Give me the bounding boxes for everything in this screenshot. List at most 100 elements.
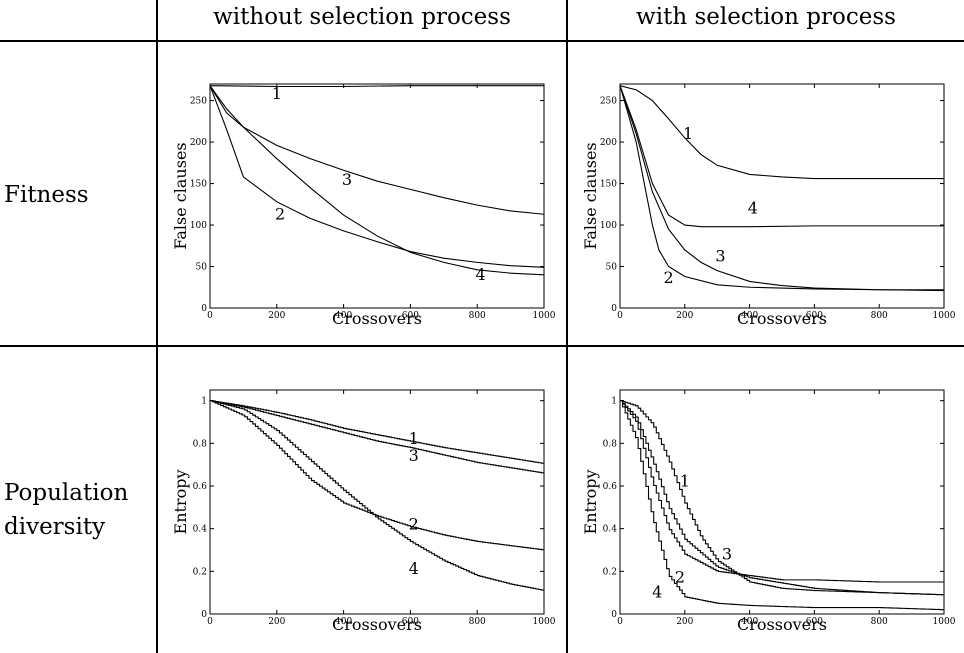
y-tick-label: 250 [190, 97, 207, 107]
series-line-1 [620, 400, 945, 596]
x-tick-label: 0 [207, 617, 213, 627]
header-divider [0, 40, 964, 42]
series-line-3 [210, 400, 545, 474]
plot-frame [619, 389, 945, 615]
x-tick-label: 200 [676, 617, 693, 627]
diversity-with-selection-chart: 0 200 400 600 800 1000 0 0.2 0.4 0.6 0.8 1 Crossover… [581, 389, 956, 634]
y-tick-label: 0 [201, 304, 207, 314]
x-tick-label: 600 [806, 617, 823, 627]
series-label-1: 1 [680, 472, 690, 491]
y-tick-label: 50 [606, 263, 618, 273]
x-tick-label: 600 [402, 311, 419, 321]
series-line-4 [210, 400, 545, 591]
series-label-1: 1 [272, 84, 282, 103]
y-tick-label: 200 [190, 138, 207, 148]
series-label-4: 4 [748, 198, 758, 217]
series-line-1 [209, 85, 544, 88]
y-tick-label: 150 [600, 180, 617, 190]
y-tick-label: 0.4 [603, 525, 618, 535]
fitness-with-selection-chart: 0 200 400 600 800 1000 0 50 100 150 200 250 Crossove… [581, 83, 956, 328]
x-tick-label: 800 [469, 617, 486, 627]
x-tick-label: 1000 [933, 311, 956, 321]
series-label-3: 3 [722, 544, 732, 563]
y-tick-label: 1 [611, 397, 617, 407]
x-axis-label: Crossovers [737, 309, 827, 328]
y-tick-label: 150 [190, 180, 207, 190]
label-column-divider [156, 0, 158, 653]
plot-frame [209, 83, 545, 309]
diversity-without-selection-chart: 0 200 400 600 800 1000 0 0.2 0.4 0.6 0.8 1 Crossover… [171, 389, 556, 634]
y-axis-label: Entropy [581, 470, 600, 535]
y-tick-label: 0 [201, 610, 207, 620]
x-tick-label: 200 [268, 311, 285, 321]
y-tick-label: 0 [611, 304, 617, 314]
x-tick-label: 200 [268, 617, 285, 627]
y-tick-label: 250 [600, 97, 617, 107]
series-line-2 [210, 400, 545, 551]
y-tick-label: 0.2 [603, 567, 617, 577]
x-tick-label: 0 [617, 311, 623, 321]
y-axis-label: False clauses [171, 142, 190, 249]
row-label-fitness: Fitness [4, 182, 89, 208]
x-tick-label: 400 [741, 311, 758, 321]
y-tick-label: 0.4 [193, 525, 208, 535]
series-line-4 [620, 400, 945, 611]
x-tick-label: 400 [335, 311, 352, 321]
y-tick-label: 0.2 [193, 567, 207, 577]
series-line-2 [619, 85, 945, 292]
x-tick-label: 1000 [533, 311, 556, 321]
series-line-4 [209, 85, 545, 276]
row-label-population-diversity: Population diversity [4, 480, 129, 540]
x-tick-label: 400 [741, 617, 758, 627]
series-line-4 [619, 85, 944, 228]
y-tick-label: 0 [611, 610, 617, 620]
series-label-2: 2 [409, 514, 419, 533]
x-axis-label: Crossovers [332, 309, 422, 328]
series-label-2: 2 [275, 204, 285, 223]
x-tick-label: 0 [207, 311, 213, 321]
x-tick-label: 800 [469, 311, 486, 321]
series-line-2 [620, 400, 944, 583]
series-label-2: 2 [675, 568, 685, 587]
series-label-3: 3 [409, 446, 419, 465]
series-label-2: 2 [664, 268, 674, 287]
y-tick-label: 1 [201, 397, 207, 407]
series-label-1: 1 [683, 124, 693, 143]
x-tick-label: 1000 [533, 617, 556, 627]
x-tick-label: 600 [806, 311, 823, 321]
series-line-3 [209, 85, 545, 215]
y-tick-label: 0.8 [193, 439, 208, 449]
column-divider [566, 0, 568, 653]
plot-frame [619, 83, 945, 309]
series-line-2 [209, 85, 545, 268]
y-tick-label: 0.6 [193, 482, 208, 492]
y-tick-label: 0.8 [603, 439, 618, 449]
y-axis-label: False clauses [581, 142, 600, 249]
fitness-without-selection-chart: 0 200 400 600 800 1000 0 50 100 150 200 250 Crossove… [171, 83, 556, 328]
series-line-3 [620, 400, 945, 596]
series-label-4: 4 [652, 583, 662, 602]
series-label-4: 4 [475, 265, 485, 284]
x-axis-label: Crossovers [737, 615, 827, 634]
x-tick-label: 0 [617, 617, 623, 627]
y-tick-label: 50 [196, 263, 208, 273]
series-line-3 [619, 85, 944, 291]
y-tick-label: 0.6 [603, 482, 618, 492]
column-header-without-selection: without selection process [213, 4, 511, 30]
column-header-with-selection: with selection process [636, 4, 896, 30]
y-axis-label: Entropy [171, 470, 190, 535]
series-label-3: 3 [715, 247, 725, 266]
x-tick-label: 800 [871, 311, 888, 321]
series-label-1: 1 [409, 429, 419, 448]
x-tick-label: 400 [335, 617, 352, 627]
y-tick-label: 100 [600, 221, 617, 231]
y-tick-label: 100 [190, 221, 207, 231]
x-tick-label: 1000 [933, 617, 956, 627]
series-label-3: 3 [342, 170, 352, 189]
series-label-4: 4 [409, 559, 419, 578]
x-tick-label: 800 [871, 617, 888, 627]
x-tick-label: 200 [676, 311, 693, 321]
plot-frame [209, 389, 545, 615]
y-tick-label: 200 [600, 138, 617, 148]
x-tick-label: 600 [402, 617, 419, 627]
